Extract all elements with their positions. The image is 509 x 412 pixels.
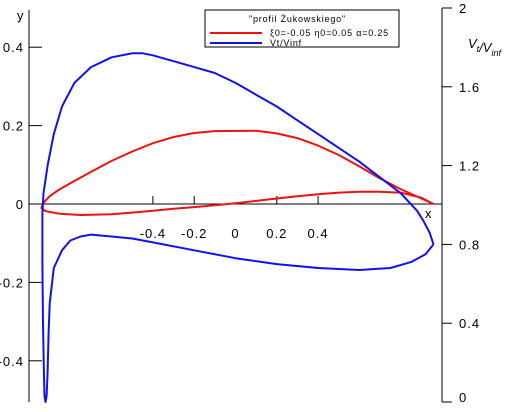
y2-tick-label: 0.4 [459, 316, 480, 331]
y-axis-title: y [17, 8, 24, 23]
tick-marks [29, 7, 452, 403]
y2-title-subscript: inf [491, 48, 502, 58]
x-tick-label: -0.4 [140, 226, 166, 241]
series-line-velocity [41, 52, 435, 403]
legend-box [204, 9, 400, 48]
y2-title-subscript: t [477, 44, 480, 54]
y-tick-label: 0 [16, 197, 24, 212]
y-tick-label: 0.4 [3, 40, 24, 55]
legend-label-profile: ξ0=-0.05 η0=0.05 α=0.25 [270, 28, 389, 38]
y2-tick-label: 1.6 [459, 80, 480, 95]
y2-tick-label: 0 [459, 390, 467, 405]
x-tick-label: 0.2 [266, 226, 287, 241]
y-tick-label: -0.4 [0, 354, 24, 369]
x-axis-title: x [425, 206, 432, 221]
y-tick-label: 0.2 [3, 119, 24, 134]
y2-title-base: V [468, 36, 478, 51]
y2-title-base: /V [478, 40, 493, 55]
legend-label-velocity: Vt/Vinf [270, 38, 302, 48]
legend-title: "profil Żukowskiego" [249, 14, 346, 24]
x-tick-label: -0.2 [181, 226, 207, 241]
series-group [40, 52, 435, 403]
y2-axis-title: Vt/Vinf [468, 36, 502, 58]
x-tick-label: 0.4 [308, 226, 329, 241]
y-tick-label: -0.2 [0, 275, 24, 290]
x-tick-label-origin: 0 [231, 226, 239, 241]
y2-tick-label: 2 [459, 1, 467, 16]
tick-labels: 0.4 0.2 0 -0.2 -0.4 2 1.6 1.2 0.8 0.4 0 -0.4 -0.2 0.2… [0, 1, 480, 405]
y2-tick-label: 0.8 [459, 237, 480, 252]
y2-tick-label: 1.2 [459, 159, 480, 174]
legend: "profil Żukowskiego" ξ0=-0.05 η0=0.05 α=… [204, 9, 400, 48]
